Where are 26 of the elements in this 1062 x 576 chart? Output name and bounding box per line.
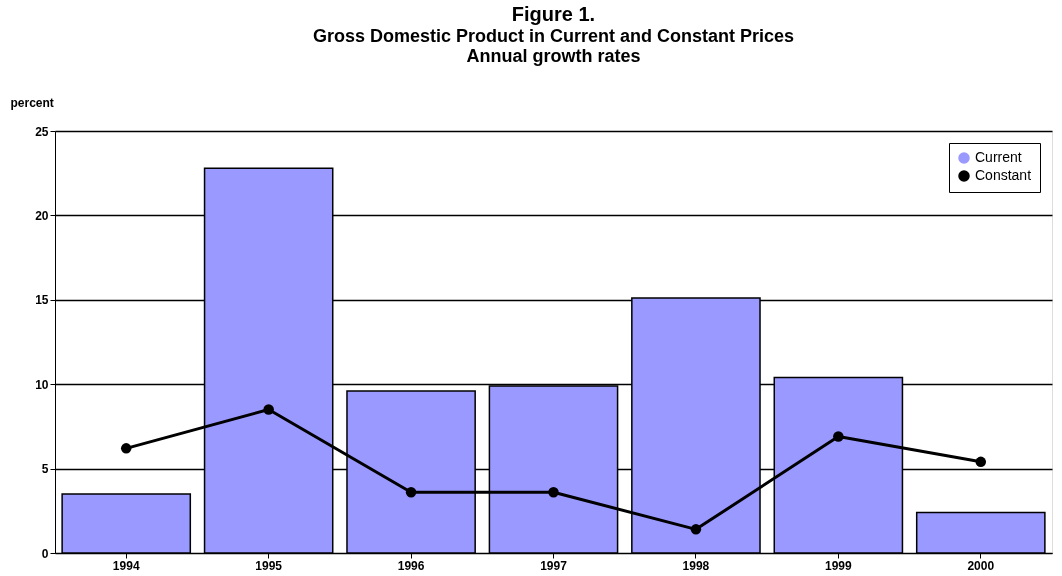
text: Annual growth rates: [466, 46, 641, 66]
chart-subtitle: Gross Domestic Product in Current and Constant Prices: [312, 26, 795, 46]
x-tick-label: 1995: [255, 558, 283, 573]
x-tick-label: 2000: [967, 558, 995, 573]
y-tick-label: 5: [41, 462, 49, 477]
x-tick-label: 1996: [397, 558, 425, 573]
point: [975, 456, 987, 468]
point: [405, 487, 417, 498]
y-tick-label: 15: [35, 293, 49, 308]
y-tick-label: 10: [35, 377, 49, 392]
y-tick-label: 25: [35, 124, 49, 139]
y-axis-title: percent: [10, 95, 54, 110]
legend-label: Constant: [975, 167, 1032, 183]
legend-label: Current: [975, 149, 1022, 165]
x-tick-label: 1994: [112, 558, 140, 573]
point: [263, 404, 274, 415]
x-tick-label: 1999: [825, 558, 853, 573]
point: [120, 443, 132, 454]
y-tick-label: 0: [41, 546, 49, 561]
point: [690, 524, 702, 535]
x-tick-label: 1997: [540, 558, 568, 573]
point: [548, 487, 559, 498]
x-tick-label: 1998: [682, 558, 710, 573]
y-tick-label: 20: [35, 208, 49, 223]
chart-title: Figure 1.: [511, 3, 596, 25]
point: [833, 431, 844, 442]
